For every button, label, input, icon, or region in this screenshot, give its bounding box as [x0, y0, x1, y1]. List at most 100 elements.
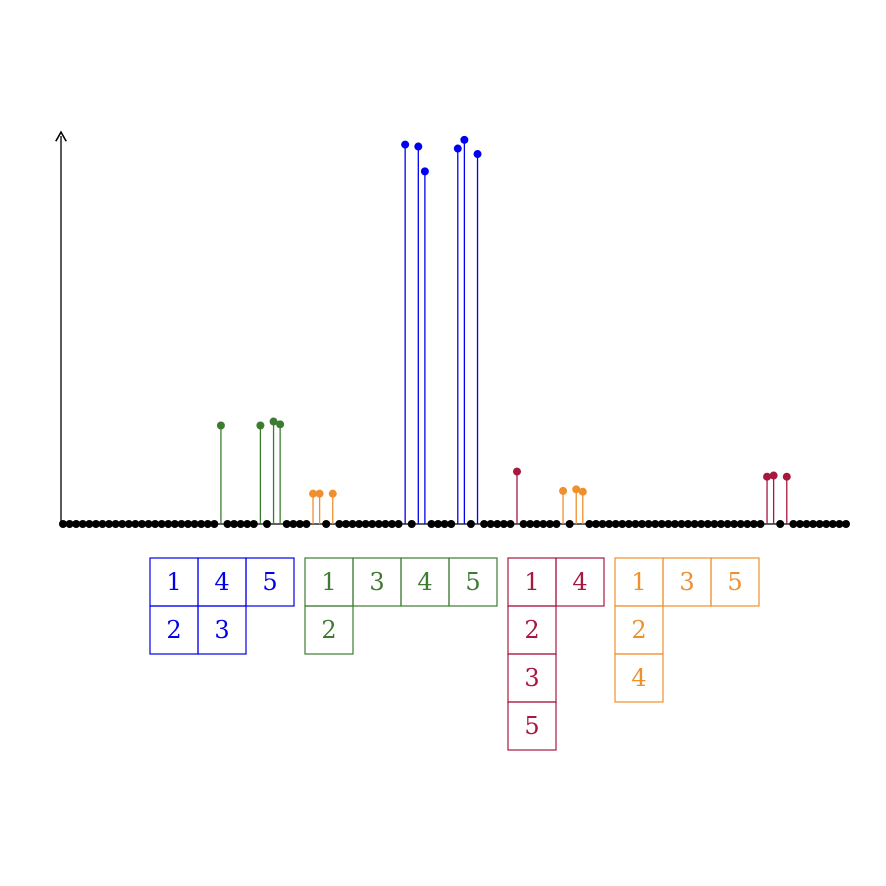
baseline-marker: [651, 520, 660, 528]
baseline-marker: [815, 520, 824, 528]
stem-marker: [453, 144, 462, 153]
baseline-marker: [65, 520, 74, 528]
stem-marker: [414, 142, 423, 151]
tableau-cell-label: 2: [524, 616, 539, 644]
baseline-marker: [223, 520, 232, 528]
baseline-marker: [177, 520, 186, 528]
baseline-marker: [170, 520, 179, 528]
stem-marker: [513, 467, 522, 476]
baseline-marker: [743, 520, 752, 528]
baseline-marker: [730, 520, 739, 528]
stem-marker: [315, 489, 324, 498]
stem-marker: [269, 417, 278, 426]
baseline-marker: [295, 520, 304, 528]
baseline-marker: [131, 520, 140, 528]
baseline-marker: [776, 520, 785, 528]
stem-marker: [256, 421, 265, 430]
stem-marker: [782, 472, 791, 481]
stem-marker: [769, 471, 778, 480]
baseline-marker: [842, 520, 850, 528]
baseline-marker: [598, 520, 607, 528]
stem-marker: [420, 167, 429, 176]
baseline-marker: [723, 520, 732, 528]
tableau-cell-label: 5: [262, 568, 277, 596]
baseline-marker: [716, 520, 725, 528]
baseline-marker: [381, 520, 390, 528]
baseline-marker: [756, 520, 765, 528]
baseline-marker: [486, 520, 495, 528]
baseline-marker: [506, 520, 515, 528]
tableau-cell-label: 5: [727, 568, 742, 596]
baseline-marker: [59, 520, 67, 528]
baseline-marker: [532, 520, 541, 528]
baseline-marker: [72, 520, 81, 528]
baseline-marker: [78, 520, 87, 528]
baseline-marker: [164, 520, 173, 528]
tableau-orange: 1 3 5 2 4: [614, 557, 760, 703]
tableau-cell-label: 3: [679, 568, 694, 596]
baseline-marker: [690, 520, 699, 528]
baseline-marker: [697, 520, 706, 528]
stem-marker: [328, 489, 337, 498]
tableau-cell-label: 1: [631, 568, 646, 596]
baseline-marker: [749, 520, 758, 528]
tableau-cell: [507, 701, 557, 751]
baseline-marker: [624, 520, 633, 528]
baseline-marker: [243, 520, 252, 528]
baseline-marker: [835, 520, 844, 528]
baseline-marker: [480, 520, 489, 528]
baseline-marker: [565, 520, 574, 528]
baseline-marker: [447, 520, 456, 528]
baseline-marker: [197, 520, 206, 528]
baseline-marker: [190, 520, 199, 528]
baseline-marker: [605, 520, 614, 528]
tableau-cell: [197, 605, 247, 655]
tableau-cell-label: 1: [166, 568, 181, 596]
stem-marker: [572, 485, 581, 494]
baseline-marker: [795, 520, 804, 528]
baseline-marker: [361, 520, 370, 528]
baseline-marker: [657, 520, 666, 528]
tableau-cell-label: 3: [369, 568, 384, 596]
tableau-blue: 1 4 5 2 3: [149, 557, 295, 655]
baseline-marker: [236, 520, 245, 528]
baseline-marker: [809, 520, 818, 528]
baseline-marker: [85, 520, 94, 528]
baseline-marker: [282, 520, 291, 528]
baseline-marker: [203, 520, 212, 528]
stem-marker: [578, 487, 587, 496]
baseline-marker: [631, 520, 640, 528]
tableau-cell: [448, 557, 498, 607]
baseline-marker: [644, 520, 653, 528]
baseline-marker: [322, 520, 331, 528]
tableau-cell-label: 4: [572, 568, 587, 596]
baseline-marker: [302, 520, 311, 528]
tableau-cell-label: 1: [321, 568, 336, 596]
baseline-marker: [184, 520, 193, 528]
baseline-marker: [670, 520, 679, 528]
baseline-marker: [493, 520, 502, 528]
tableau-green: 1 3 4 5 2: [304, 557, 498, 655]
baseline-marker: [374, 520, 383, 528]
baseline-marker: [736, 520, 745, 528]
baseline-marker: [105, 520, 114, 528]
baseline-marker: [519, 520, 528, 528]
stem-marker: [460, 135, 469, 144]
baseline-marker: [828, 520, 837, 528]
baseline-marker: [144, 520, 153, 528]
baseline-marker: [545, 520, 554, 528]
baseline-marker: [91, 520, 100, 528]
tableau-cell-label: 4: [214, 568, 229, 596]
baseline-marker: [151, 520, 160, 528]
baseline-marker: [98, 520, 107, 528]
baseline-marker: [789, 520, 798, 528]
tableau-cell: [304, 605, 354, 655]
baseline-marker: [348, 520, 357, 528]
baseline-marker: [137, 520, 146, 528]
baseline-marker: [124, 520, 133, 528]
baseline-marker: [368, 520, 377, 528]
baseline-marker: [210, 520, 219, 528]
tableau-cell-label: 2: [631, 616, 646, 644]
baseline-marker: [118, 520, 127, 528]
